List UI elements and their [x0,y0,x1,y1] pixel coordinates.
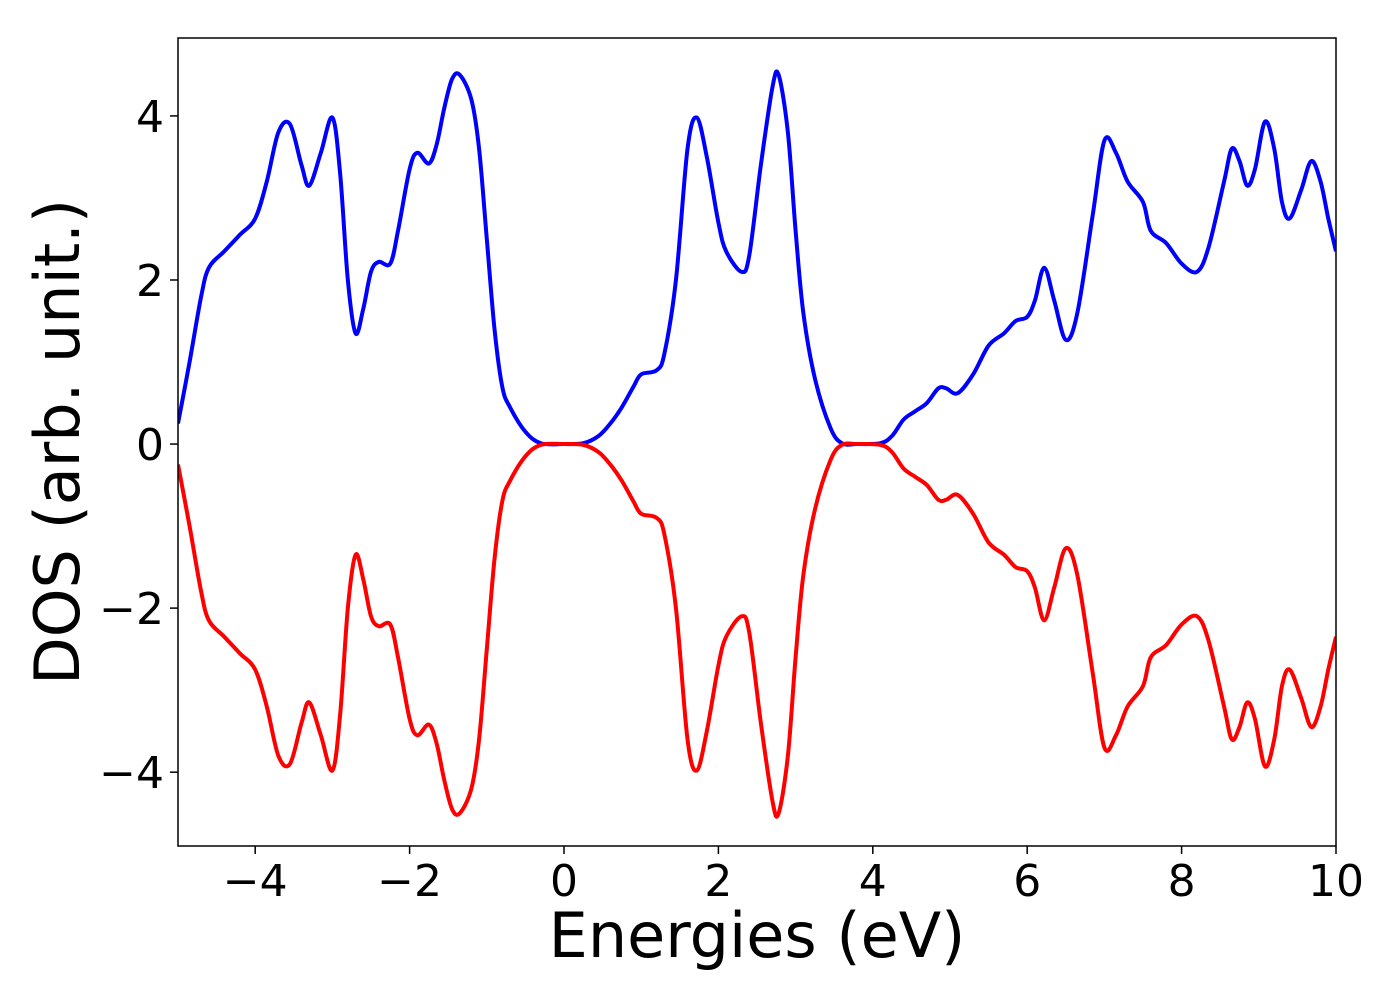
x-tick-label: 4 [859,856,887,907]
x-tick-label: 8 [1168,856,1196,907]
x-axis: −4 −2 0 2 4 6 8 10 [223,846,1364,907]
y-tick-label: −4 [99,748,164,799]
x-tick-label: −4 [223,856,288,907]
y-tick-label: 2 [136,256,164,307]
x-tick-label: 6 [1013,856,1041,907]
x-tick-label: 10 [1308,856,1364,907]
series-line-spin-down [178,441,1336,819]
x-tick-label: 0 [550,856,578,907]
x-tick-label: 2 [704,856,732,907]
x-axis-label: Energies (eV) [549,899,966,972]
series-line-spin-up [178,69,1336,447]
y-axis-label: DOS (arb. unit.) [21,199,94,685]
y-tick-label: 4 [136,92,164,143]
x-tick-label: −2 [377,856,442,907]
y-axis: −4 −2 0 2 4 [99,92,178,799]
y-tick-label: −2 [99,584,164,635]
series-layer [178,69,1336,819]
y-tick-label: 0 [136,420,164,471]
plot-frame [177,37,1337,847]
